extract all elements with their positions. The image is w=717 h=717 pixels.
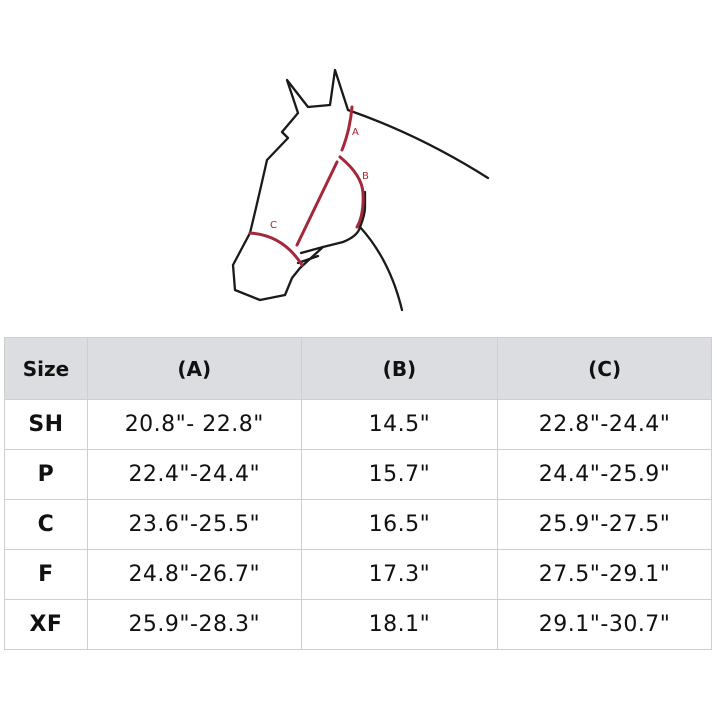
a-cell: 20.8"- 22.8": [86, 399, 302, 450]
b-cell: 18.1": [300, 599, 499, 650]
measure-line-diagonal: [295, 160, 339, 247]
table-row: C 23.6"-25.5" 16.5" 25.9"-27.5": [4, 499, 712, 550]
size-chart-table: Size (A) (B) (C) SH 20.8"- 22.8" 14.5" 22.8…: [4, 337, 712, 650]
measurement-lines: [248, 105, 365, 267]
a-cell: 24.8"-26.7": [86, 549, 302, 600]
table-row: XF 25.9"-28.3" 18.1" 29.1"-30.7": [4, 599, 712, 650]
b-cell: 14.5": [300, 399, 499, 450]
header-size: Size: [4, 337, 88, 400]
a-cell: 25.9"-28.3": [86, 599, 302, 650]
measure-line-c: [248, 231, 304, 267]
b-cell: 16.5": [300, 499, 499, 550]
c-cell: 25.9"-27.5": [497, 499, 712, 550]
b-cell: 17.3": [300, 549, 499, 600]
size-cell: F: [4, 549, 88, 600]
size-cell: P: [4, 449, 88, 500]
size-cell: SH: [4, 399, 88, 450]
measure-line-a: [340, 105, 354, 152]
measure-line-b: [338, 155, 365, 229]
table-row: F 24.8"-26.7" 17.3" 27.5"-29.1": [4, 549, 712, 600]
table-row: P 22.4"-24.4" 15.7" 24.4"-25.9": [4, 449, 712, 500]
b-cell: 15.7": [300, 449, 499, 500]
horse-head-diagram: A B C: [231, 68, 490, 312]
c-cell: 29.1"-30.7": [497, 599, 712, 650]
c-cell: 22.8"-24.4": [497, 399, 712, 450]
table-row: SH 20.8"- 22.8" 14.5" 22.8"-24.4": [4, 399, 712, 450]
label-b: B: [362, 171, 369, 182]
table-header-row: Size (A) (B) (C): [4, 337, 712, 400]
header-a: (A): [86, 337, 302, 400]
size-cell: C: [4, 499, 88, 550]
a-cell: 22.4"-24.4": [86, 449, 302, 500]
header-c: (C): [497, 337, 712, 400]
c-cell: 27.5"-29.1": [497, 549, 712, 600]
a-cell: 23.6"-25.5": [86, 499, 302, 550]
c-cell: 24.4"-25.9": [497, 449, 712, 500]
size-cell: XF: [4, 599, 88, 650]
horse-outline: [231, 68, 490, 312]
label-a: A: [352, 127, 359, 138]
header-b: (B): [300, 337, 499, 400]
label-c: C: [270, 220, 277, 231]
